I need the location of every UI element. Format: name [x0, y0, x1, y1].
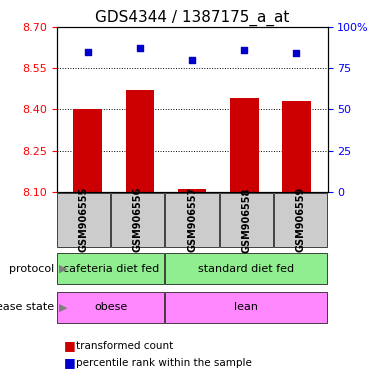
Text: transformed count: transformed count: [76, 341, 173, 351]
Text: percentile rank within the sample: percentile rank within the sample: [76, 358, 252, 368]
Point: [293, 50, 300, 56]
Text: GSM906559: GSM906559: [296, 187, 305, 252]
Text: GSM906557: GSM906557: [187, 187, 197, 252]
Text: ■: ■: [64, 356, 76, 369]
Bar: [220, 192, 273, 247]
Bar: [73, 109, 102, 192]
Bar: [57, 253, 165, 284]
Text: disease state: disease state: [0, 302, 55, 312]
Text: GSM906558: GSM906558: [241, 187, 251, 253]
Bar: [282, 101, 311, 192]
Bar: [165, 253, 327, 284]
Text: ▶: ▶: [58, 264, 67, 274]
Bar: [165, 292, 327, 323]
Text: GSM906556: GSM906556: [133, 187, 143, 252]
Text: cafeteria diet fed: cafeteria diet fed: [63, 264, 159, 274]
Bar: [178, 189, 206, 192]
Bar: [126, 90, 154, 192]
Text: obese: obese: [94, 302, 128, 312]
Bar: [57, 192, 110, 247]
Text: ■: ■: [64, 339, 76, 352]
Title: GDS4344 / 1387175_a_at: GDS4344 / 1387175_a_at: [95, 9, 289, 25]
Bar: [57, 292, 165, 323]
Point: [85, 49, 91, 55]
Point: [189, 57, 195, 63]
Bar: [111, 192, 165, 247]
Point: [137, 45, 143, 51]
Text: protocol: protocol: [9, 264, 55, 274]
Bar: [230, 98, 259, 192]
Point: [241, 47, 247, 53]
Text: ▶: ▶: [58, 302, 67, 312]
Bar: [165, 192, 219, 247]
Text: standard diet fed: standard diet fed: [198, 264, 294, 274]
Text: lean: lean: [234, 302, 258, 312]
Text: GSM906555: GSM906555: [79, 187, 89, 252]
Bar: [274, 192, 327, 247]
